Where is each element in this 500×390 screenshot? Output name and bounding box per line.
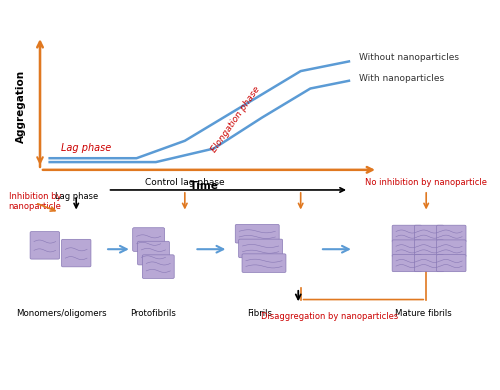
FancyBboxPatch shape xyxy=(392,240,422,257)
Text: Inhibition by
nanoparticle: Inhibition by nanoparticle xyxy=(8,192,62,211)
Text: Monomers/oligomers: Monomers/oligomers xyxy=(16,309,107,318)
FancyBboxPatch shape xyxy=(414,240,444,257)
FancyBboxPatch shape xyxy=(132,228,164,251)
FancyBboxPatch shape xyxy=(142,255,174,278)
FancyBboxPatch shape xyxy=(238,239,282,258)
Text: Aggregation: Aggregation xyxy=(16,69,26,142)
Text: Disaggregation by nanoparticles: Disaggregation by nanoparticles xyxy=(261,312,398,321)
Text: Lag phase: Lag phase xyxy=(60,143,111,153)
FancyBboxPatch shape xyxy=(414,255,444,272)
FancyBboxPatch shape xyxy=(236,224,279,243)
Text: Time: Time xyxy=(190,181,218,191)
FancyBboxPatch shape xyxy=(30,232,60,259)
FancyBboxPatch shape xyxy=(414,225,444,242)
FancyBboxPatch shape xyxy=(436,225,466,242)
Text: Without nanoparticles: Without nanoparticles xyxy=(358,53,458,62)
FancyBboxPatch shape xyxy=(392,255,422,272)
Text: Mature fibrils: Mature fibrils xyxy=(396,309,452,318)
Text: Lag phase: Lag phase xyxy=(54,192,98,201)
FancyBboxPatch shape xyxy=(62,239,91,267)
Text: No inhibition by nanoparticle: No inhibition by nanoparticle xyxy=(365,178,487,187)
FancyBboxPatch shape xyxy=(436,240,466,257)
Text: Fibrils: Fibrils xyxy=(247,309,272,318)
Text: Elongation phase: Elongation phase xyxy=(210,85,262,154)
FancyBboxPatch shape xyxy=(392,225,422,242)
FancyBboxPatch shape xyxy=(138,241,170,265)
Text: Protofibrils: Protofibrils xyxy=(130,309,176,318)
FancyBboxPatch shape xyxy=(436,255,466,272)
Text: Control lag phase: Control lag phase xyxy=(145,178,224,187)
Text: With nanoparticles: With nanoparticles xyxy=(358,74,444,83)
FancyBboxPatch shape xyxy=(242,254,286,273)
